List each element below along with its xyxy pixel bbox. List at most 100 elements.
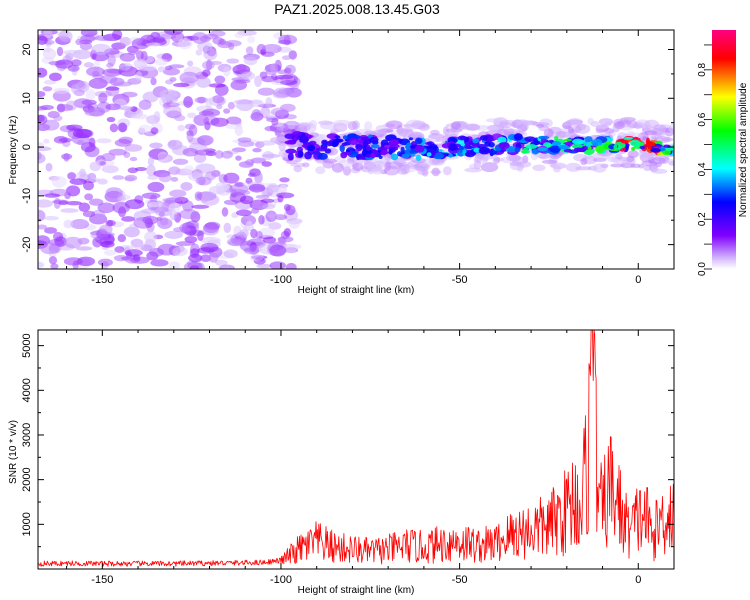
heatmap-cell: [481, 154, 489, 162]
heatmap-cell: [252, 147, 262, 153]
heatmap-cell: [414, 144, 425, 153]
heatmap-cell: [377, 147, 383, 151]
heatmap-cell: [397, 167, 407, 175]
heatmap-cell: [245, 46, 254, 55]
heatmap-cell: [429, 144, 438, 151]
heatmap-cell: [235, 155, 242, 161]
heatmap-cell: [438, 149, 443, 153]
heatmap-cell: [400, 146, 405, 154]
heatmap-cell: [193, 114, 209, 126]
heatmap-cell: [256, 263, 272, 269]
heatmap-cell: [79, 42, 93, 51]
heatmap-cell: [63, 219, 74, 229]
heatmap-cell: [281, 55, 292, 61]
heatmap-cell: [43, 138, 50, 144]
heatmap-cell: [565, 119, 584, 125]
heatmap-cell: [432, 152, 445, 160]
heatmap-cell: [462, 124, 480, 131]
heatmap-cell: [362, 139, 369, 148]
heatmap-cell: [240, 214, 257, 226]
heatmap-cell: [191, 32, 208, 44]
heatmap-cell: [124, 174, 138, 182]
heatmap-cell: [38, 142, 45, 147]
heatmap-cell: [114, 246, 125, 253]
heatmap-cell: [364, 121, 373, 132]
heatmap-cell: [38, 153, 46, 164]
heatmap-cell: [237, 140, 255, 148]
heatmap-cell: [352, 162, 364, 172]
heatmap-cell: [538, 135, 550, 140]
heatmap-cell: [283, 203, 291, 212]
heatmap-cell: [431, 158, 441, 165]
y-tick-label: -20: [21, 237, 33, 253]
heatmap-cell: [234, 32, 245, 39]
x-tick-label: -150: [91, 574, 113, 586]
heatmap-cell: [613, 144, 618, 151]
heatmap-cell: [101, 165, 119, 174]
heatmap-cell: [234, 103, 248, 109]
heatmap-cell: [223, 172, 240, 184]
heatmap-cell: [279, 79, 298, 86]
heatmap-cell: [38, 114, 48, 125]
heatmap-cell: [189, 265, 200, 269]
heatmap-cell: [254, 171, 263, 184]
heatmap-cell: [157, 151, 169, 163]
heatmap-cell: [157, 66, 166, 73]
heatmap-cell: [78, 202, 91, 212]
heatmap-cell: [276, 192, 295, 199]
heatmap-cell: [43, 79, 56, 85]
heatmap-cell: [223, 108, 231, 114]
heatmap-cell: [150, 77, 157, 86]
heatmap-cell: [417, 170, 428, 175]
heatmap-cell: [492, 156, 501, 164]
heatmap-cell: [525, 144, 538, 150]
heatmap-cell: [79, 168, 86, 178]
heatmap-cell: [631, 146, 636, 151]
heatmap-cell: [188, 124, 198, 136]
heatmap-cell: [111, 30, 123, 40]
heatmap-cell: [266, 184, 280, 193]
heatmap-cell: [38, 106, 48, 111]
colorbar-label: Normalized spectral amplitude: [738, 82, 749, 217]
heatmap-cell: [94, 35, 114, 41]
heatmap-cell: [112, 175, 125, 180]
heatmap-cell: [162, 197, 183, 203]
heatmap-cell: [319, 121, 337, 130]
heatmap-cell: [214, 150, 224, 159]
heatmap-cell: [187, 112, 197, 119]
heatmap-cell: [121, 216, 136, 222]
y-tick-label: -10: [21, 188, 33, 204]
heatmap-cell: [408, 137, 413, 141]
heatmap-cell: [127, 167, 139, 174]
heatmap-cell: [592, 152, 610, 161]
heatmap-cell: [150, 127, 159, 135]
heatmap-cell: [279, 184, 288, 194]
heatmap-cell: [149, 142, 163, 149]
heatmap-cell: [281, 155, 289, 161]
heatmap-cell: [370, 144, 380, 149]
heatmap-cell: [457, 135, 467, 141]
heatmap-cell: [277, 69, 288, 75]
heatmap-cell: [172, 246, 188, 257]
heatmap-cell: [64, 236, 83, 249]
heatmap-cell: [654, 127, 667, 138]
heatmap-cell: [173, 114, 186, 122]
heatmap-cell: [100, 240, 115, 248]
heatmap-cell: [112, 81, 133, 87]
heatmap-cell: [261, 161, 272, 167]
heatmap-cell: [41, 47, 52, 53]
heatmap-cell: [168, 261, 180, 269]
heatmap-cell: [255, 194, 270, 199]
colorbar-gradient: [712, 30, 736, 269]
heatmap-cell: [620, 140, 629, 144]
heatmap-cell: [293, 165, 303, 173]
heatmap-cell: [138, 124, 152, 133]
heatmap-cell: [49, 61, 57, 66]
heatmap-cell: [168, 140, 177, 147]
heatmap-cell: [261, 44, 282, 54]
heatmap-cell: [647, 141, 656, 147]
heatmap-cell: [385, 120, 403, 130]
heatmap-cell: [58, 30, 73, 43]
heatmap-cell: [40, 242, 59, 255]
x-tick-label: -100: [270, 574, 292, 586]
